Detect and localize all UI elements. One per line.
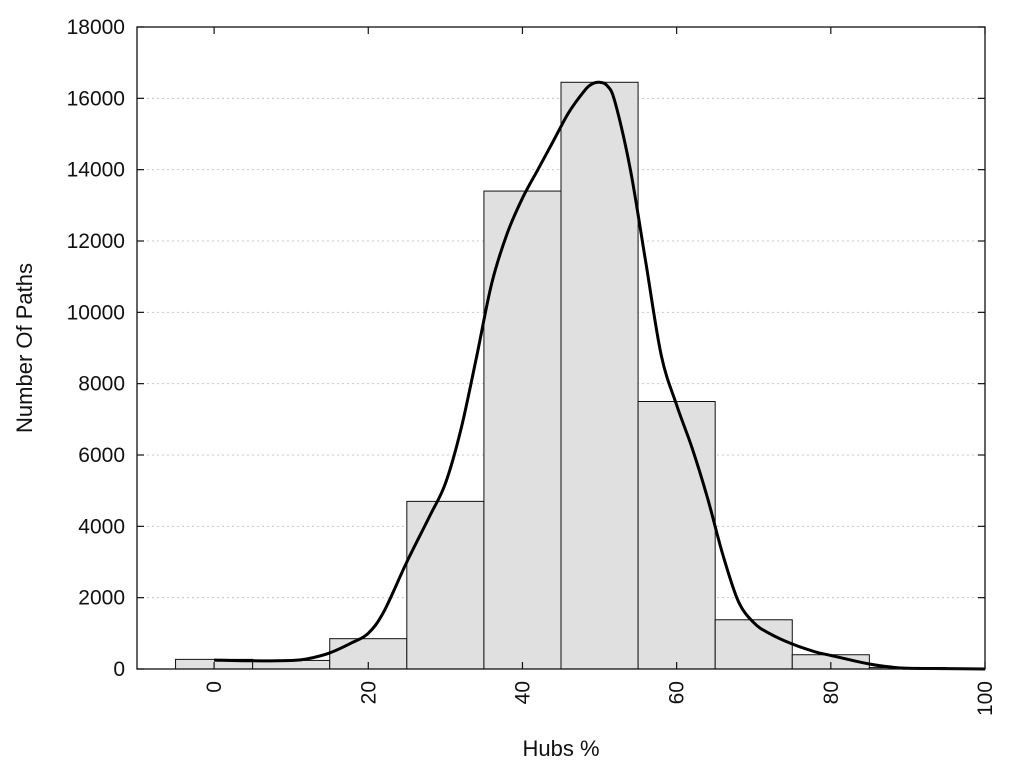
- grid-lines: [137, 97, 985, 599]
- y-axis-title: Number Of Paths: [12, 263, 37, 433]
- x-tick-label: 0: [203, 681, 226, 693]
- y-tick-label: 2000: [78, 587, 125, 610]
- y-tick-label: 12000: [67, 230, 125, 253]
- x-tick-label: 20: [357, 681, 380, 704]
- y-tick-label: 18000: [67, 16, 125, 39]
- plot-frame: [136, 26, 986, 670]
- histogram-bar: [560, 81, 639, 670]
- x-axis-ticks: 0 20 40 60 80 100: [203, 27, 997, 716]
- y-tick-label: 16000: [67, 87, 125, 110]
- y-tick-label: 4000: [78, 515, 125, 538]
- x-tick-label: 40: [511, 681, 534, 704]
- histogram-bar: [637, 401, 716, 670]
- x-tick-label: 80: [820, 681, 843, 704]
- y-axis-ticks: 0 2000 4000 6000 8000 10000 12000 14000 16000 180…: [67, 16, 985, 681]
- density-curve-layer: [214, 80, 986, 671]
- x-tick-label: 60: [666, 681, 689, 704]
- histogram-bar: [406, 500, 485, 670]
- x-tick-label: 100: [974, 681, 997, 716]
- histogram-bars: [175, 81, 947, 670]
- histogram-bar: [714, 619, 793, 670]
- density-curve: [214, 80, 986, 671]
- y-tick-label: 14000: [67, 159, 125, 182]
- y-tick-label: 6000: [78, 444, 125, 467]
- x-axis-title: Hubs %: [522, 736, 599, 761]
- y-tick-label: 0: [113, 658, 125, 681]
- y-tick-label: 10000: [67, 301, 125, 324]
- histogram-bar: [483, 190, 562, 670]
- y-tick-label: 8000: [78, 373, 125, 396]
